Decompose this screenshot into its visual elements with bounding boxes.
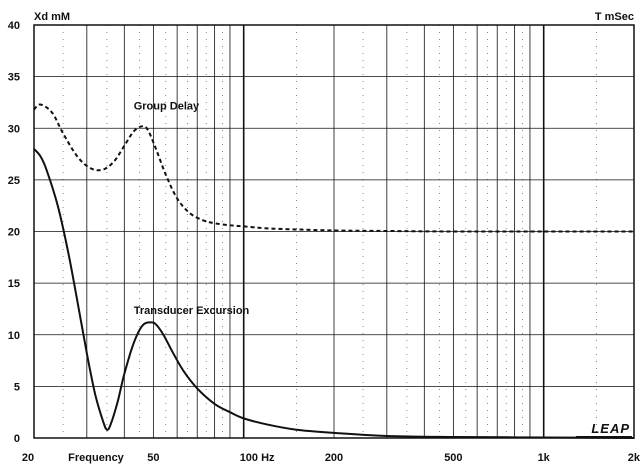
x-axis-label: Frequency	[68, 452, 125, 464]
y-tick-label: 5	[14, 381, 20, 393]
transducer-excursion-line	[33, 148, 635, 439]
right-axis-label: T mSec	[595, 11, 634, 23]
group-delay-annotation: Group Delay	[134, 101, 200, 113]
x-tick-label: 1k	[538, 452, 551, 464]
x-tick-label: 2k	[628, 452, 641, 464]
leap-logo-text: LEAP	[591, 421, 630, 436]
x-tick-label: 500	[444, 452, 462, 464]
y-tick-label: 40	[8, 20, 20, 32]
y-tick-label: 25	[8, 175, 20, 187]
y-tick-label: 15	[8, 278, 20, 290]
y-tick-label: 0	[14, 433, 20, 445]
x-tick-label: 100 Hz	[240, 452, 275, 464]
x-tick-label: 200	[325, 452, 343, 464]
leap-logo: LEAP	[576, 421, 632, 438]
y-tick-label: 30	[8, 123, 20, 135]
x-tick-label: 50	[147, 452, 159, 464]
series-layer	[33, 103, 635, 439]
y-tick-label: 20	[8, 227, 20, 239]
tick-labels: 0 5 10 15 20 25 30 35 40 20 50 100 Hz 200 500 1k 2k	[8, 20, 641, 464]
plot-frame	[33, 24, 635, 439]
y-tick-label: 35	[8, 72, 20, 84]
annotations: Group Delay Transducer Excursion	[134, 101, 250, 317]
x-tick-label: 20	[22, 452, 34, 464]
group-delay-line	[33, 103, 634, 233]
leap-logo-bar	[576, 436, 632, 438]
left-axis-label: Xd mM	[34, 11, 70, 23]
transducer-excursion-annotation: Transducer Excursion	[134, 305, 250, 317]
y-tick-label: 10	[8, 330, 20, 342]
